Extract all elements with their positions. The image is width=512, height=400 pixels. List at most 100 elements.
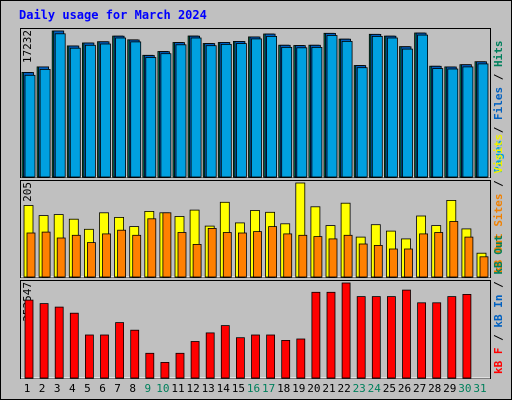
bar-sites-day-31	[479, 256, 489, 278]
bar-pages-day-9	[145, 57, 157, 178]
day-label: 19	[292, 382, 305, 395]
bar-pages-day-13	[205, 45, 217, 178]
axis-label-part: /	[492, 120, 505, 140]
panel-axis-label-2: kB Out Sites / Visits	[492, 134, 505, 273]
bar-kb-f-day-23	[356, 296, 366, 379]
bar-kb-f-day-7	[115, 322, 124, 379]
bar-kb-f-day-16	[251, 334, 260, 379]
bar-kb-f-day-12	[190, 341, 200, 379]
bar-sites-day-19	[298, 234, 308, 278]
bar-pages-day-7	[115, 37, 126, 178]
axis-label-part: kB Out	[492, 233, 505, 273]
bar-kb-f-day-17	[266, 334, 276, 379]
day-label: 6	[99, 382, 106, 395]
day-label: 30	[458, 382, 471, 395]
bar-pages-day-6	[100, 43, 111, 178]
bar-kb-f-day-10	[160, 361, 170, 379]
bar-pages-day-10	[160, 53, 172, 178]
bar-pages-day-24	[371, 36, 383, 178]
bar-kb-f-day-24	[371, 296, 381, 379]
bar-kb-f-day-27	[417, 302, 427, 379]
panel-max-label-2: 205	[21, 182, 34, 202]
panel-max-label-1: 17232	[21, 30, 34, 63]
axis-label-part: /	[492, 275, 505, 295]
day-label: 1	[24, 382, 31, 395]
chart-bars	[21, 30, 489, 379]
bar-pages-day-25	[386, 37, 398, 178]
bar-pages-day-17	[266, 36, 278, 178]
bar-kb-f-day-4	[69, 312, 79, 379]
bar-sites-day-27	[419, 233, 429, 278]
day-label: 18	[277, 382, 290, 395]
panel-axis-label-3: kB F / kB In / kB Out	[492, 235, 505, 374]
day-label: 24	[368, 382, 382, 395]
axis-label-part	[492, 227, 505, 234]
day-label: 7	[114, 382, 121, 395]
bar-pages-day-2	[39, 69, 51, 178]
day-label: 5	[84, 382, 91, 395]
bar-pages-day-11	[175, 44, 187, 178]
day-labels: 1 2 3 4 5 6 7 8 9 10 11 12 13 14 15 16 17 18 19 20 21 22 23 24 2…	[24, 382, 487, 395]
bar-kb-f-day-29	[447, 296, 457, 379]
bar-sites-day-23	[358, 243, 368, 278]
bar-kb-f-day-5	[85, 334, 94, 379]
day-label: 26	[398, 382, 411, 395]
day-label: 8	[129, 382, 136, 395]
bar-kb-f-day-3	[54, 306, 64, 379]
bar-sites-day-14	[222, 232, 232, 278]
bar-kb-f-day-26	[402, 289, 411, 379]
bar-pages-day-12	[190, 37, 202, 178]
bar-sites-day-28	[434, 232, 444, 278]
bar-kb-f-day-15	[235, 337, 245, 379]
bar-kb-f-day-25	[386, 296, 396, 379]
day-label: 11	[171, 382, 184, 395]
day-label: 20	[307, 382, 320, 395]
chart-title: Daily usage for March 2024	[19, 8, 207, 22]
bar-pages-day-20	[311, 47, 323, 178]
day-label: 23	[353, 382, 366, 395]
day-label: 25	[383, 382, 396, 395]
bar-kb-f-day-28	[432, 302, 442, 379]
bar-sites-day-29	[449, 221, 459, 278]
bar-sites-day-30	[464, 236, 474, 278]
day-label: 3	[54, 382, 61, 395]
axis-label-part: Sites	[492, 194, 505, 227]
bar-pages-day-21	[326, 35, 338, 178]
day-label: 21	[322, 382, 335, 395]
bar-pages-day-27	[417, 34, 429, 178]
bar-pages-day-26	[402, 48, 413, 178]
bar-pages-day-1	[24, 74, 36, 178]
bar-sites-day-9	[147, 218, 157, 278]
day-label: 29	[443, 382, 456, 395]
bar-kb-f-day-18	[281, 339, 291, 379]
bar-sites-day-25	[388, 248, 398, 278]
day-label: 22	[337, 382, 350, 395]
bar-sites-day-15	[237, 232, 247, 278]
day-label: 28	[428, 382, 441, 395]
day-label: 2	[39, 382, 46, 395]
axis-label-part: Hits	[492, 41, 505, 68]
bar-sites-day-16	[253, 231, 262, 278]
day-label: 10	[156, 382, 169, 395]
bar-pages-day-8	[130, 41, 142, 178]
bar-sites-day-21	[328, 238, 338, 278]
day-label: 12	[186, 382, 199, 395]
bar-pages-day-3	[54, 33, 66, 178]
bar-sites-day-26	[404, 248, 413, 278]
bar-sites-day-11	[177, 232, 187, 278]
bar-sites-day-13	[207, 227, 217, 278]
bar-pages-day-22	[341, 41, 353, 178]
axis-label-part: kB In	[492, 295, 505, 328]
day-label: 4	[69, 382, 76, 395]
bar-sites-day-2	[41, 231, 51, 278]
axis-label-part: Visits	[492, 134, 505, 174]
bar-pages-day-19	[296, 47, 308, 178]
bar-pages-day-5	[85, 44, 96, 178]
bar-kb-f-day-6	[100, 334, 109, 379]
axis-label-part: kB Out	[492, 235, 505, 275]
bar-sites-day-6	[102, 233, 111, 278]
axis-label-part: Pages	[492, 140, 505, 173]
bar-sites-day-20	[313, 236, 323, 278]
bar-kb-f-day-1	[24, 299, 34, 379]
